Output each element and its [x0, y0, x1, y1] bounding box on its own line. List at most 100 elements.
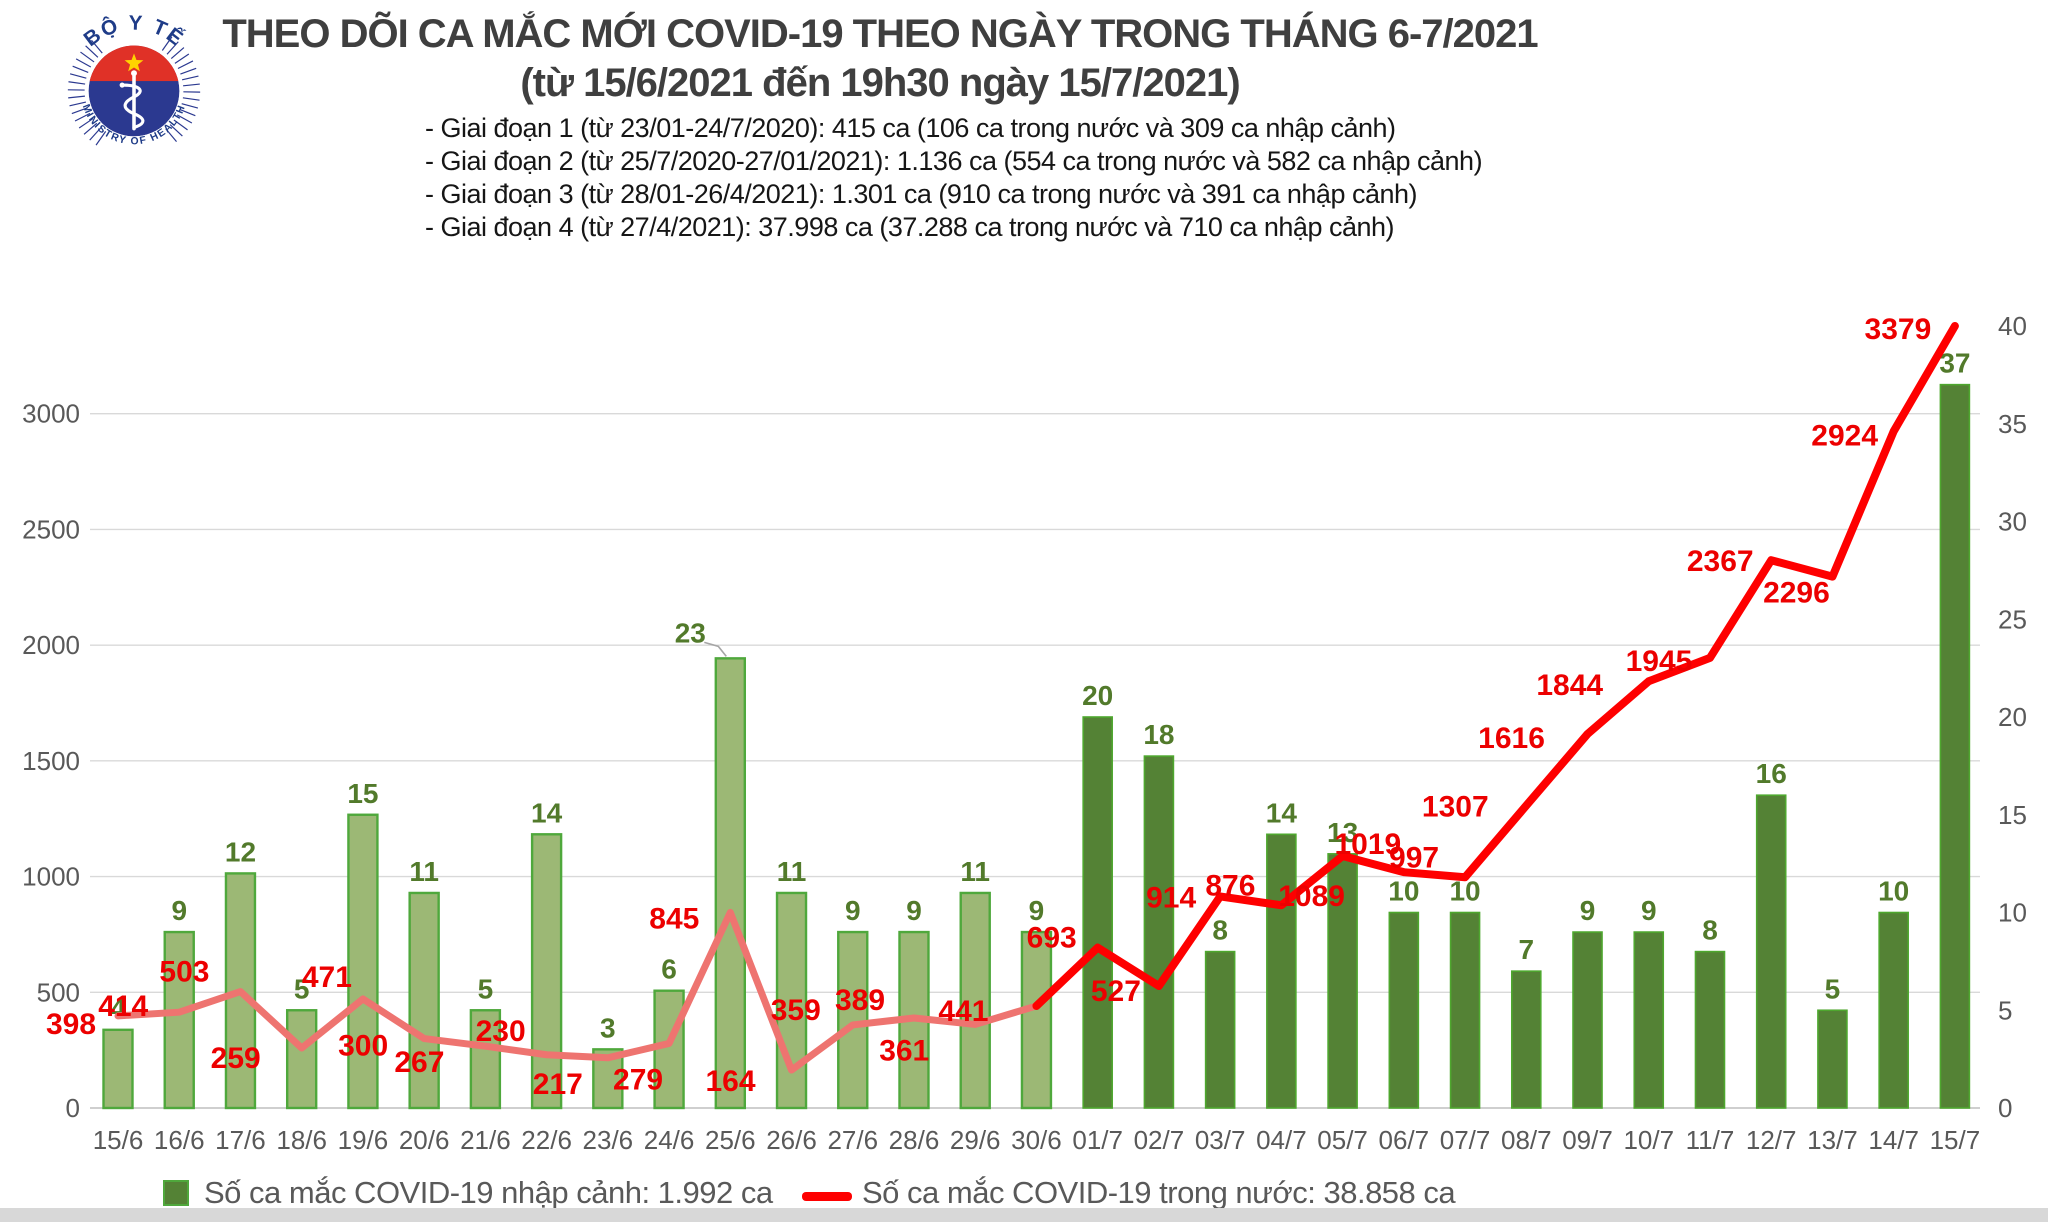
bar-value-label: 9: [906, 895, 922, 926]
left-axis-tick-label: 3000: [22, 399, 80, 429]
page-subtitle: (từ 15/6/2021 đến 19h30 ngày 15/7/2021): [520, 61, 1240, 105]
imported-cases-bar: [1633, 931, 1665, 1109]
x-axis-date-label: 18/6: [276, 1125, 327, 1155]
bar-value-label: 8: [1212, 915, 1228, 946]
right-axis-tick-label: 15: [1998, 800, 2027, 830]
line-value-label: 471: [302, 961, 352, 994]
bar-value-label: 10: [1388, 876, 1419, 907]
x-axis-date-label: 04/7: [1256, 1125, 1307, 1155]
bar-value-label: 16: [1756, 758, 1787, 789]
legend-domestic-label: Số ca mắc COVID-19 trong nước: 38.858 ca: [862, 1175, 1456, 1210]
line-value-label: 3379: [1865, 313, 1932, 346]
x-axis-date-label: 01/7: [1072, 1125, 1123, 1155]
line-value-label: 398: [46, 1008, 96, 1041]
x-axis-date-label: 24/6: [644, 1125, 695, 1155]
left-axis-tick-label: 0: [66, 1093, 80, 1123]
x-axis-date-label: 22/6: [521, 1125, 572, 1155]
phase-1-summary: - Giai đoạn 1 (từ 23/01-24/7/2020): 415 …: [425, 113, 1396, 143]
bar-value-label: 9: [845, 895, 861, 926]
imported-cases-bar: [1082, 716, 1113, 1109]
bar-value-label: 37: [1939, 348, 1970, 379]
legend-domestic-swatch: [802, 1192, 852, 1201]
line-value-label: 2924: [1811, 419, 1878, 452]
line-value-label: 164: [705, 1065, 755, 1098]
imported-cases-bar: [1510, 970, 1542, 1109]
bar-value-label: 23: [675, 617, 706, 648]
x-axis-date-label: 08/7: [1501, 1125, 1552, 1155]
x-axis-date-label: 23/6: [583, 1125, 634, 1155]
imported-cases-bar: [1266, 833, 1297, 1109]
line-value-label: 693: [1027, 922, 1077, 955]
imported-cases-bar: [530, 833, 563, 1110]
imported-cases-bar: [469, 1009, 502, 1110]
bar-value-label: 9: [171, 895, 187, 926]
bar-value-label: 11: [777, 856, 807, 887]
bar-value-label: 20: [1082, 680, 1113, 711]
imported-cases-bar: [163, 930, 195, 1110]
imported-cases-bar: [1878, 911, 1909, 1109]
imported-cases-bar: [959, 891, 991, 1110]
imported-cases-bar: [1694, 950, 1726, 1109]
bar-value-label: 12: [225, 836, 256, 867]
bar-value-label: 9: [1641, 895, 1657, 926]
x-axis-date-label: 02/7: [1134, 1125, 1185, 1155]
bar-value-label: 9: [1580, 895, 1596, 926]
bar-value-label: 5: [1825, 973, 1841, 1004]
phase-summary: - Giai đoạn 1 (từ 23/01-24/7/2020): 415 …: [425, 112, 1483, 244]
ministry-of-health-logo: BỘ Y TẾ MINISTRY OF HEALTH: [67, 12, 201, 147]
imported-cases-bar: [347, 813, 379, 1110]
bar-value-label: 8: [1702, 915, 1718, 946]
bar-value-label: 18: [1143, 719, 1174, 750]
line-value-label: 230: [476, 1015, 526, 1048]
line-value-label: 300: [338, 1030, 388, 1063]
right-axis-tick-label: 20: [1998, 702, 2027, 732]
right-axis-tick-label: 25: [1998, 604, 2027, 634]
left-axis-tick-label: 2500: [22, 514, 80, 544]
line-value-label: 914: [1146, 881, 1196, 914]
bar-value-label: 5: [294, 973, 310, 1004]
line-value-label: 359: [771, 994, 821, 1027]
imported-cases-bar: [285, 1009, 318, 1110]
line-value-label: 997: [1389, 841, 1439, 874]
x-axis-date-label: 21/6: [460, 1125, 511, 1155]
x-axis-date-label: 15/7: [1930, 1125, 1981, 1155]
bar-value-label: 9: [1029, 895, 1045, 926]
right-axis-tick-label: 0: [1998, 1093, 2012, 1123]
line-value-label: 441: [938, 995, 988, 1028]
imported-cases-bar: [1817, 1009, 1848, 1109]
line-value-label: 876: [1205, 869, 1255, 902]
x-axis-date-label: 19/6: [338, 1125, 389, 1155]
imported-cases-bar: [1939, 383, 1971, 1109]
x-axis-date-label: 27/6: [827, 1125, 878, 1155]
x-axis-date-label: 13/7: [1807, 1125, 1858, 1155]
bar-value-label: 14: [1266, 797, 1298, 828]
x-axis-date-label: 12/7: [1746, 1125, 1797, 1155]
line-value-label: 217: [533, 1068, 583, 1101]
legend-imported-label: Số ca mắc COVID-19 nhập cảnh: 1.992 ca: [204, 1175, 773, 1210]
x-axis-date-label: 15/6: [93, 1125, 144, 1155]
line-value-label: 259: [211, 1042, 261, 1075]
line-value-label: 1616: [1478, 722, 1545, 755]
left-axis-tick-label: 500: [37, 977, 80, 1007]
line-value-label: 1089: [1278, 880, 1345, 913]
page-title: THEO DÕI CA MẮC MỚI COVID-19 THEO NGÀY T…: [222, 12, 1538, 56]
imported-cases-bar: [837, 930, 869, 1110]
line-value-label: 1019: [1334, 828, 1401, 861]
bar-value-label: 13: [1327, 817, 1358, 848]
line-value-label: 2367: [1687, 545, 1754, 578]
legend-imported-swatch: [163, 1180, 189, 1206]
x-axis-date-label: 10/7: [1623, 1125, 1674, 1155]
bar-value-label: 5: [478, 973, 494, 1004]
bar-value-label: 7: [1519, 934, 1535, 965]
line-value-label: 279: [613, 1063, 663, 1096]
line-value-label: 503: [159, 956, 209, 989]
imported-cases-bar: [1327, 853, 1358, 1109]
line-value-label: 527: [1091, 975, 1141, 1008]
line-value-label: 389: [835, 984, 885, 1017]
logo-staff-icon: [132, 74, 136, 131]
logo-snake-icon: [120, 83, 145, 130]
x-axis-date-label: 11/7: [1686, 1125, 1735, 1155]
logo-star-icon: [124, 53, 144, 72]
